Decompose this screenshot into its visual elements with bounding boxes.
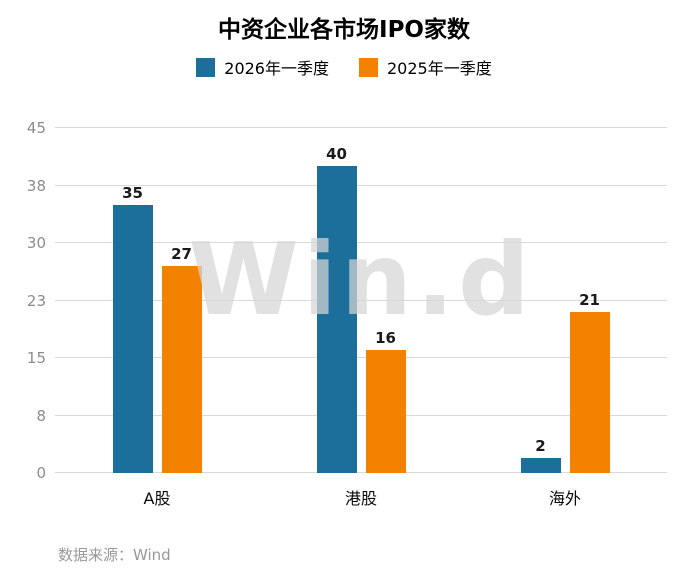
gridline	[55, 472, 667, 473]
y-tick-label: 23	[26, 291, 46, 310]
y-axis-labels: 0 8 15 23 30 38 45	[0, 119, 46, 482]
y-tick-label: 15	[26, 349, 46, 367]
gridline	[55, 414, 667, 416]
bar-column: 27	[161, 128, 202, 473]
bar	[316, 166, 357, 473]
bar-column: 35	[112, 128, 153, 473]
x-axis-label: 海外	[548, 489, 581, 508]
x-axis-label: A股	[143, 489, 171, 508]
bar-group: 40 16	[259, 128, 463, 473]
legend-swatch-2026	[196, 57, 216, 77]
legend-swatch-2025	[359, 57, 378, 77]
bar-group: 35 27	[55, 128, 259, 473]
y-tick-label: 0	[36, 464, 46, 482]
bar-column: 21	[569, 128, 610, 473]
bar-value-label: 2	[535, 436, 546, 455]
bar	[520, 457, 561, 473]
bar	[112, 204, 153, 473]
legend-label: 2026年一季度	[224, 59, 329, 78]
x-axis-labels: A股 港股 海外	[55, 485, 667, 509]
bar-column: 16	[365, 128, 406, 473]
bar-value-label: 35	[122, 183, 143, 202]
data-source-text: 数据来源：Wind	[58, 546, 171, 564]
gridline	[55, 299, 667, 301]
gridline	[55, 242, 667, 243]
bar-value-label: 21	[579, 291, 600, 309]
y-tick-label: 45	[26, 119, 46, 137]
gridline	[55, 127, 667, 128]
legend-item: 2025年一季度	[359, 55, 492, 79]
chart-title: 中资企业各市场IPO家数	[218, 17, 470, 43]
x-axis-label: 港股	[344, 489, 377, 508]
bar	[569, 312, 610, 473]
bar-value-label: 16	[375, 329, 396, 348]
bar-column: 2	[520, 128, 561, 473]
plot-area: 35 27 40 16 2 21	[55, 127, 667, 473]
bar	[161, 266, 202, 473]
y-tick-label: 38	[26, 176, 46, 195]
gridline	[55, 184, 667, 186]
bar-column: 40	[316, 128, 357, 473]
gridline	[55, 357, 667, 358]
bar-group: 2 21	[463, 128, 667, 473]
bar	[365, 350, 406, 473]
legend-item: 2026年一季度	[196, 55, 329, 79]
y-tick-label: 8	[36, 406, 46, 425]
bar-value-label: 40	[326, 145, 347, 164]
bar-value-label: 27	[171, 245, 192, 263]
legend-label: 2025年一季度	[387, 59, 492, 78]
y-tick-label: 30	[26, 234, 46, 252]
legend: 2026年一季度 2025年一季度	[0, 55, 688, 79]
